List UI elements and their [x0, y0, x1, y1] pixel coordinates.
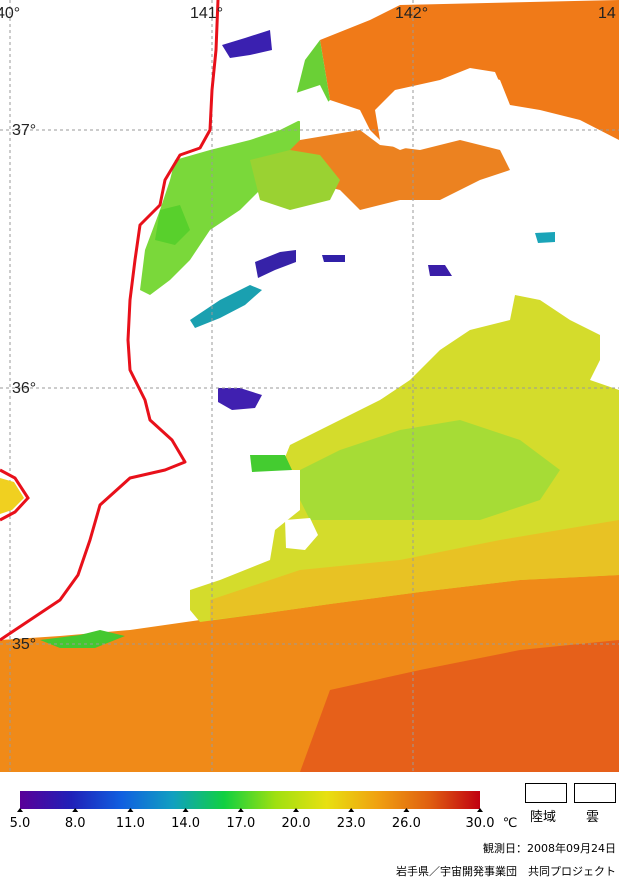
cold-eddy-g: [535, 232, 555, 243]
cold-eddy-b: [255, 250, 296, 278]
sea-central-greenish: [300, 420, 560, 520]
observation-date: 観測日：2008年09月24日: [483, 842, 616, 855]
cloud-legend-box: [574, 783, 616, 803]
coastline-inlet: [0, 468, 30, 522]
cloud-hole-3: [285, 518, 318, 550]
lon-label-141: 141°: [190, 5, 223, 22]
colorbar-tick-label: 20.0: [281, 816, 311, 831]
sea-northeast-band: [270, 130, 510, 210]
colorbar-tick: [182, 808, 189, 812]
cloud-hole-1: [375, 68, 505, 150]
cold-eddy-c: [190, 285, 262, 328]
colorbar-tick: [477, 808, 483, 812]
cold-eddy-a: [222, 30, 272, 58]
colorbar-tick: [72, 808, 79, 812]
lon-label-140: 40°: [0, 5, 20, 22]
colorbar-tick: [237, 808, 244, 812]
colorbar-tick-label: 23.0: [336, 816, 366, 831]
colorbar-tick: [348, 808, 355, 812]
colorbar-tick-label: 11.0: [115, 816, 145, 831]
colorbar-tick-label: 5.0: [9, 816, 31, 831]
land-legend-box: [525, 783, 567, 803]
land-legend-label: 陸域: [530, 810, 557, 825]
land-patch-southwest: [0, 478, 24, 514]
colorbar-tick-label: 17.0: [226, 816, 256, 831]
green-patch-mid: [250, 455, 292, 472]
credit-text: 岩手県／宇宙開発事業団 共同プロジェクト: [396, 865, 616, 878]
sea-cool-patch-north: [250, 150, 340, 210]
lon-label-142: 142°: [395, 5, 428, 22]
graticule: [0, 0, 619, 772]
lat-label-35: 35°: [12, 636, 36, 653]
coastline: [0, 0, 220, 642]
cloud-legend-label: 雲: [586, 810, 600, 825]
colorbar-tick-label: 30.0: [465, 816, 495, 831]
colorbar-gradient: [20, 791, 480, 809]
cloud-hole-2: [290, 85, 330, 125]
lon-label-143: 14: [598, 5, 616, 22]
cold-eddy-f: [322, 255, 345, 262]
colorbar-unit: ℃: [502, 816, 518, 831]
sst-map: 40° 141° 142° 14 37° 36° 35°: [0, 0, 619, 772]
colorbar-tick-label: 14.0: [171, 816, 201, 831]
colorbar: [17, 791, 483, 812]
lat-label-37: 37°: [12, 122, 36, 139]
colorbar-tick: [293, 808, 299, 812]
colorbar-tick: [403, 808, 410, 812]
colorbar-tick: [127, 808, 134, 812]
sea-coastal-green-strip: [155, 205, 190, 245]
lat-label-36: 36°: [12, 380, 36, 397]
cold-eddy-e: [428, 265, 452, 276]
sea-central-orange-band: [210, 520, 619, 620]
cold-eddy-d: [218, 388, 262, 410]
colorbar-tick-label: 26.0: [391, 816, 421, 831]
colorbar-tick-label: 8.0: [64, 816, 86, 831]
colorbar-tick: [17, 808, 23, 812]
sea-south-hot: [300, 640, 619, 772]
